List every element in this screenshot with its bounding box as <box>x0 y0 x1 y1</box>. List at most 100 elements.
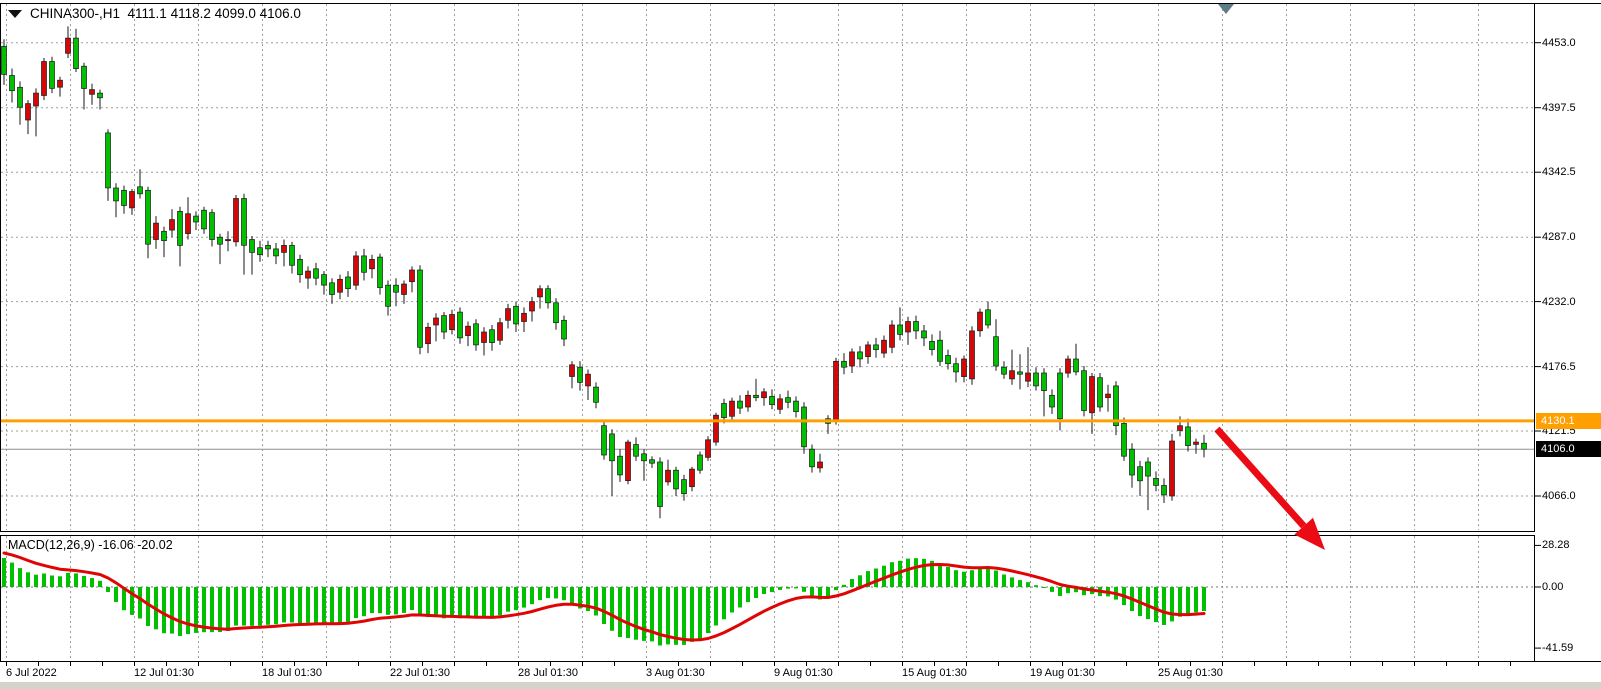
candle-body <box>449 314 455 331</box>
candle-body <box>545 288 551 304</box>
macd-histogram-bar <box>986 566 990 587</box>
candle-body <box>905 321 911 333</box>
candle-body <box>217 236 223 245</box>
candle-body <box>1153 478 1159 486</box>
macd-histogram-bar <box>66 572 70 587</box>
current-price-badge: 4106.0 <box>1536 441 1601 457</box>
macd-histogram-bar <box>754 587 758 598</box>
macd-histogram-bar <box>682 587 686 645</box>
macd-histogram-bar <box>162 587 166 634</box>
chart-title-bar: CHINA300-,H1 4111.1 4118.2 4099.0 4106.0 <box>8 6 301 21</box>
candle-body <box>193 215 199 223</box>
candle-body <box>561 319 567 340</box>
macd-histogram-bar <box>994 570 998 587</box>
macd-histogram-bar <box>266 587 270 625</box>
macd-histogram-bar <box>1050 587 1054 592</box>
candle-body <box>337 278 343 293</box>
candle-body <box>1145 461 1151 477</box>
macd-histogram-bar <box>922 558 926 587</box>
candle-body <box>121 189 127 206</box>
macd-histogram-bar <box>730 587 734 613</box>
candle-body <box>57 79 63 88</box>
symbol-dropdown-icon[interactable] <box>8 9 22 18</box>
macd-histogram-bar <box>146 587 150 626</box>
macd-histogram-bar <box>1042 587 1046 588</box>
candle-body <box>1201 442 1207 450</box>
candle-body <box>657 461 663 507</box>
candle-body <box>49 61 55 89</box>
down-arrow-annotation <box>1214 426 1325 550</box>
macd-histogram-bar <box>706 587 710 634</box>
candle-body <box>1185 426 1191 446</box>
candle-body <box>1161 485 1167 496</box>
macd-histogram-bar <box>1058 587 1062 596</box>
candle-body <box>713 414 719 443</box>
candle-body <box>529 301 535 312</box>
candle-body <box>241 198 247 246</box>
macd-histogram-bar <box>98 580 102 587</box>
candle-body <box>993 336 999 367</box>
macd-histogram-bar <box>538 587 542 601</box>
candle-body <box>857 351 863 360</box>
chart-shift-marker-icon <box>1218 4 1234 14</box>
macd-histogram-bar <box>74 573 78 587</box>
macd-histogram-bar <box>770 587 774 593</box>
candle-body <box>921 330 927 339</box>
candle-body <box>265 245 271 250</box>
macd-histogram-bar <box>1186 587 1190 615</box>
candle-body <box>521 312 527 322</box>
macd-histogram-bar <box>202 587 206 633</box>
candle-body <box>201 209 207 230</box>
candle-body <box>945 355 951 365</box>
candle-body <box>817 461 823 469</box>
candle-body <box>153 222 159 240</box>
macd-histogram-bar <box>602 587 606 624</box>
macd-histogram-bar <box>850 579 854 587</box>
candle-body <box>113 187 119 202</box>
candle-body <box>249 239 255 253</box>
candle-body <box>361 255 367 273</box>
macd-histogram-bar <box>466 587 470 618</box>
macd-histogram-bar <box>906 558 910 587</box>
candle-body <box>161 230 167 242</box>
candle-body <box>961 358 967 377</box>
macd-histogram-bar <box>874 568 878 587</box>
candle-body <box>1057 372 1063 420</box>
macd-histogram-bar <box>522 587 526 608</box>
candle-body <box>233 198 239 243</box>
chart-title: CHINA300-,H1 4111.1 4118.2 4099.0 4106.0 <box>30 6 301 21</box>
candle-body <box>897 324 903 335</box>
macd-histogram-bar <box>50 575 54 587</box>
macd-panel-frame <box>0 535 1535 662</box>
candle-body <box>177 211 183 246</box>
candle-body <box>665 469 671 483</box>
candle-body <box>273 248 279 257</box>
macd-histogram-bar <box>506 587 510 612</box>
candle-body <box>697 454 703 471</box>
macd-histogram-bar <box>1026 582 1030 587</box>
macd-histogram-bar <box>210 587 214 633</box>
candle-body <box>25 103 31 121</box>
candle-body <box>497 322 503 341</box>
macd-histogram-bar <box>26 572 30 587</box>
macd-histogram-bar <box>570 587 574 604</box>
candle-body <box>1129 448 1135 476</box>
candle-body <box>729 400 735 417</box>
macd-histogram-bar <box>386 587 390 615</box>
candle-body <box>417 269 423 348</box>
macd-histogram-bar <box>618 587 622 637</box>
candle-body <box>297 259 303 275</box>
candle-body <box>553 302 559 324</box>
macd-histogram-bar <box>1018 580 1022 587</box>
macd-histogram-bar <box>1154 587 1158 623</box>
macd-histogram-bar <box>426 587 430 618</box>
candle-body <box>1073 358 1079 373</box>
candle-body <box>537 288 543 298</box>
candle-body <box>793 400 799 412</box>
macd-histogram-bar <box>410 587 414 610</box>
candle-body <box>33 92 39 107</box>
candle-body <box>969 330 975 380</box>
macd-histogram-bar <box>90 578 94 587</box>
macd-histogram-bar <box>1178 587 1182 617</box>
